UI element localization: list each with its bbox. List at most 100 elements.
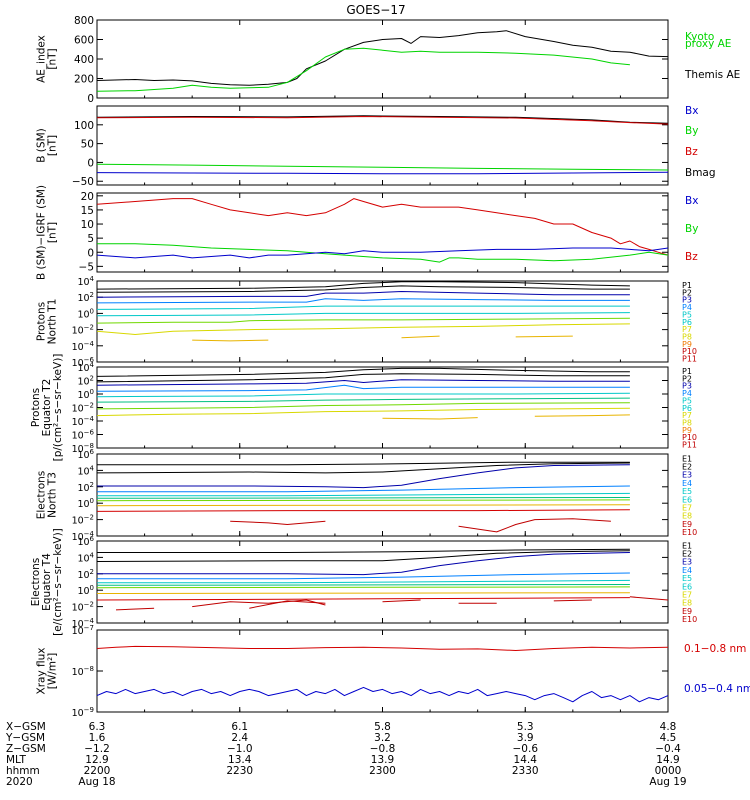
series-p4 xyxy=(96,298,630,304)
legend-entry: E3 xyxy=(682,471,692,480)
y-tick-label: 10−2 xyxy=(72,402,94,415)
y-tick-label: 10−9 xyxy=(72,706,94,719)
y-tick-label: 10 xyxy=(81,219,94,231)
series-p3 xyxy=(96,291,630,298)
y-axis-label: Protons xyxy=(30,388,42,427)
y-tick-label: 20 xyxy=(81,191,94,203)
series-e2 xyxy=(96,550,630,562)
y-tick-label: 5 xyxy=(87,233,94,245)
y-tick-label: 10−2 xyxy=(72,601,94,614)
x-tick-label: 4.8 xyxy=(660,721,677,733)
legend-entry: E10 xyxy=(682,615,697,624)
y-tick-label: 0 xyxy=(87,247,94,259)
series-p1 xyxy=(96,367,630,377)
legend-entry: E7 xyxy=(682,503,692,512)
y-tick-label: 10−4 xyxy=(72,340,95,353)
x-tick-label: 4.5 xyxy=(660,732,677,744)
y-tick-label: 104 xyxy=(77,551,94,564)
legend-entry: P4 xyxy=(682,303,692,312)
series-e10a xyxy=(115,607,155,611)
legend-entry: E9 xyxy=(682,520,692,529)
legend-entry: P10 xyxy=(682,347,697,356)
series-e1 xyxy=(97,548,630,553)
series-e8 xyxy=(96,592,630,594)
y-axis-label: Equator T2 xyxy=(41,379,53,437)
y-tick-label: 10−6 xyxy=(72,356,95,369)
series-e9 xyxy=(96,509,630,512)
series-bz xyxy=(96,116,669,125)
y-axis-label: [p/(cm²−s−sr−keV)] xyxy=(52,354,64,462)
y-tick-label: 0 xyxy=(87,93,94,105)
legend-entry: E8 xyxy=(682,599,692,608)
y-tick-label: 10−4 xyxy=(72,415,95,428)
legend-entry: Kyoto xyxy=(685,31,714,43)
x-tick-label: −0.6 xyxy=(513,743,539,755)
legend-entry: proxy AE xyxy=(685,38,731,50)
series-p7 xyxy=(96,317,630,324)
y-tick-label: 102 xyxy=(77,291,94,304)
legend-entry: P6 xyxy=(682,404,692,413)
y-tick-label: 10−7 xyxy=(72,624,94,637)
x-tick-label: Aug 18 xyxy=(78,776,115,788)
panel-ee: 106 104 102 100 10−2 10−4 Electrons Equator T4[… xyxy=(30,528,697,636)
y-tick-label: 400 xyxy=(74,54,94,66)
series-e7 xyxy=(96,586,630,589)
y-tick-label: 104 xyxy=(77,275,94,288)
series-e8 xyxy=(96,504,630,507)
x-tick-label: −1.0 xyxy=(227,743,253,755)
x-tick-label: 6.3 xyxy=(89,721,106,733)
y-tick-label: 10−8 xyxy=(72,665,94,678)
legend-entry: E2 xyxy=(682,549,692,558)
legend-entry: P8 xyxy=(682,332,692,341)
legend-entry: Bx xyxy=(685,195,698,207)
legend-entry: E10 xyxy=(682,528,697,537)
series-p9b xyxy=(534,414,630,417)
x-row-label: Z−GSM xyxy=(6,743,46,755)
series-e10c xyxy=(249,600,326,609)
x-tick-label: 12.9 xyxy=(85,754,108,766)
legend-entry: E4 xyxy=(682,479,692,488)
series-p6 xyxy=(96,312,630,317)
legend-entry: E1 xyxy=(682,541,692,550)
y-tick-label: −5 xyxy=(79,261,94,273)
x-row-label: X−GSM xyxy=(6,721,46,733)
legend-entry: P3 xyxy=(682,296,692,305)
series-e3 xyxy=(97,464,630,489)
legend-entry: P7 xyxy=(682,325,692,334)
legend-entry: By xyxy=(685,125,698,137)
y-axis-label: North T1 xyxy=(47,299,59,345)
series-e6 xyxy=(96,497,630,499)
y-tick-label: 15 xyxy=(81,205,94,217)
series-themis-ae xyxy=(96,30,669,86)
y-axis-label: [nT] xyxy=(47,222,59,243)
legend-entry: E7 xyxy=(682,590,692,599)
series-e2 xyxy=(96,462,630,474)
series-0-05-0-4-nm xyxy=(96,686,669,703)
y-tick-label: 600 xyxy=(74,35,94,47)
plot-title: GOES−17 xyxy=(346,3,405,17)
y-axis-label: Equator T4 xyxy=(41,553,53,611)
y-axis-label: Xray flux xyxy=(36,648,48,695)
series-p9c xyxy=(515,335,573,338)
legend-entry: P8 xyxy=(682,418,692,427)
series-p2 xyxy=(96,373,630,383)
panel-frame xyxy=(96,280,669,363)
y-tick-label: 10−2 xyxy=(72,324,94,337)
series-e10g xyxy=(629,596,669,601)
legend-entry: Bx xyxy=(685,105,698,117)
x-tick-label: 5.3 xyxy=(517,721,534,733)
legend-entry: E5 xyxy=(682,574,692,583)
legend-entry: E4 xyxy=(682,566,692,575)
legend-entry: P7 xyxy=(682,411,692,420)
y-tick-label: 100 xyxy=(77,584,94,597)
y-axis-label: AE_index xyxy=(36,35,48,83)
series-p3 xyxy=(96,379,630,386)
x-tick-label: −0.4 xyxy=(655,743,681,755)
y-tick-label: 100 xyxy=(77,388,94,401)
legend-entry: 0.05−0.4 nm xyxy=(684,683,750,695)
legend-entry: P9 xyxy=(682,340,692,349)
series-0-1-0-8-nm xyxy=(96,645,669,651)
legend-entry: By xyxy=(685,223,698,235)
